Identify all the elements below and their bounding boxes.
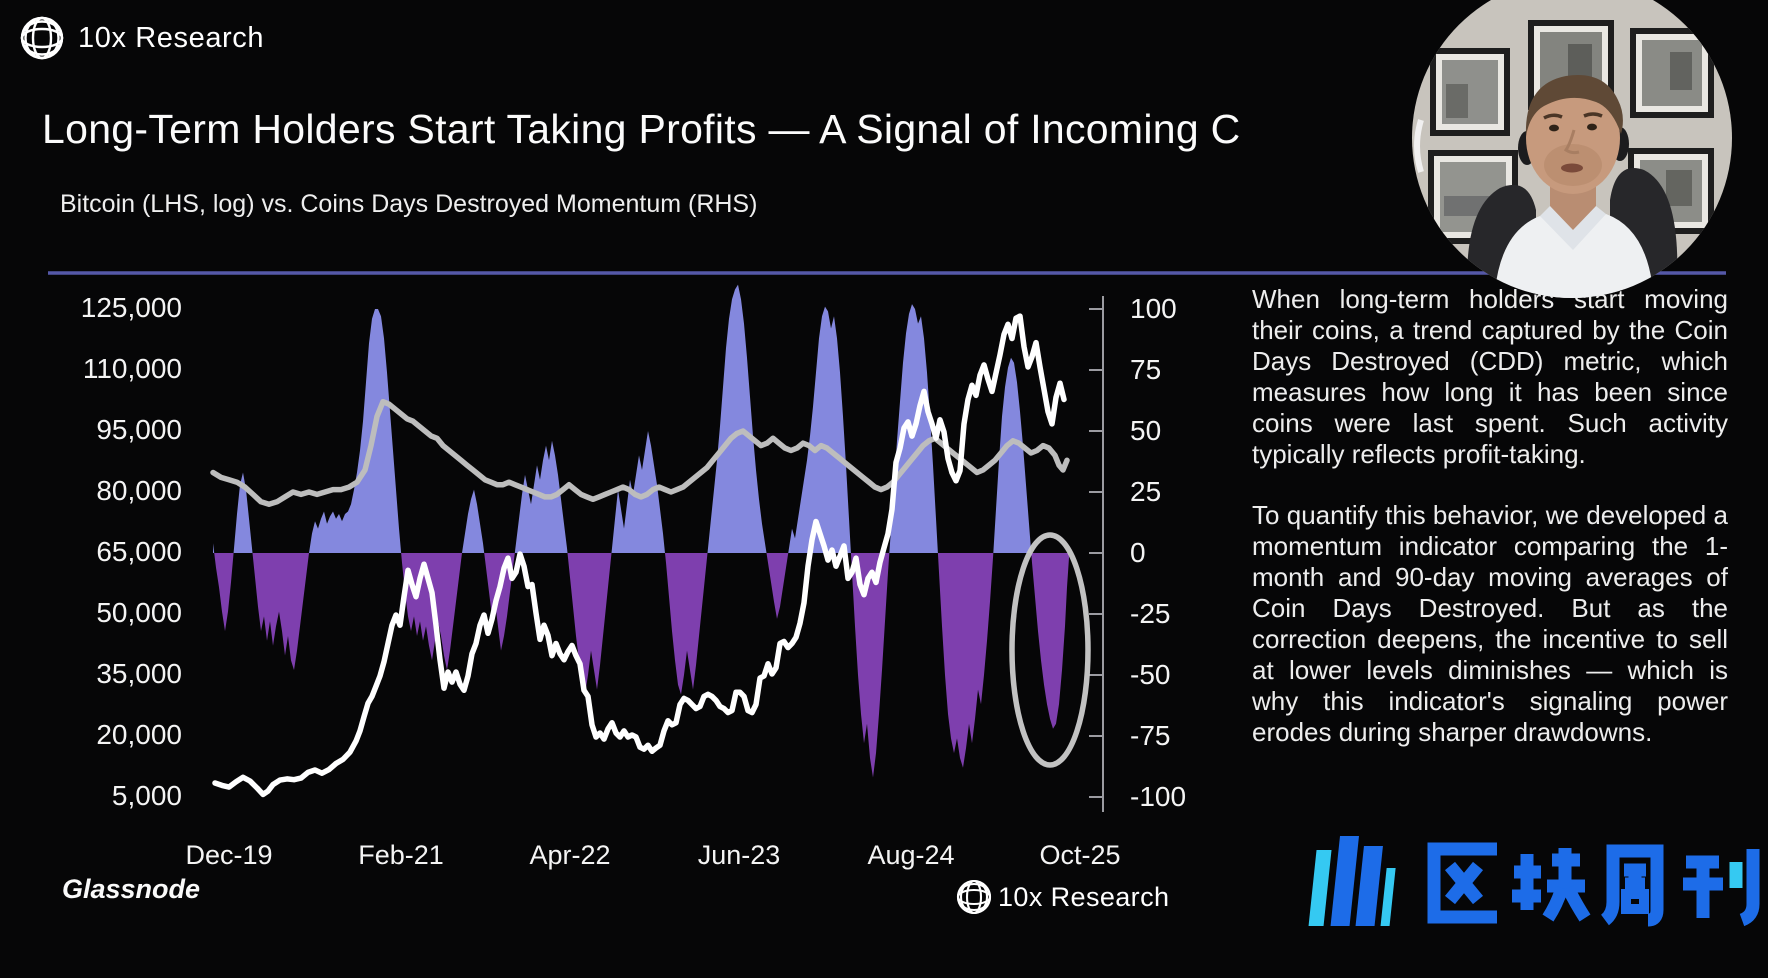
y-axis-left-tick: 110,000 bbox=[82, 353, 182, 384]
y-axis-left-tick: 35,000 bbox=[96, 658, 182, 689]
y-axis-left-tick: 20,000 bbox=[96, 719, 182, 750]
chart-subtitle: Bitcoin (LHS, log) vs. Coins Days Destro… bbox=[60, 190, 758, 218]
commentary-paragraph-1: When long-term holders start moving thei… bbox=[1252, 284, 1728, 469]
y-axis-left-tick: 95,000 bbox=[96, 414, 182, 445]
y-axis-right-tick: -25 bbox=[1130, 598, 1171, 629]
commentary-panel: When long-term holders start moving thei… bbox=[1252, 284, 1728, 778]
y-axis-right-tick: -75 bbox=[1130, 720, 1171, 751]
y-axis-right-tick: 75 bbox=[1130, 354, 1162, 385]
y-axis-left-tick: 65,000 bbox=[96, 536, 182, 567]
speaker-avatar bbox=[1494, 75, 1654, 298]
x-axis-tick: Feb-21 bbox=[358, 840, 444, 870]
y-axis-right-tick: 25 bbox=[1130, 476, 1162, 507]
brand-name: 10x Research bbox=[78, 22, 265, 54]
y-axis-right-tick: -100 bbox=[1130, 781, 1187, 812]
footer-globe-icon bbox=[956, 879, 992, 915]
webcam-overlay bbox=[1412, 0, 1732, 298]
x-axis-tick: Oct-25 bbox=[1039, 840, 1121, 870]
commentary-paragraph-2: To quantify this behavior, we developed … bbox=[1252, 500, 1728, 747]
x-axis-tick: Dec-19 bbox=[185, 840, 273, 870]
brand-globe-icon bbox=[20, 16, 64, 60]
cdd-momentum-chart bbox=[210, 284, 1104, 812]
y-axis-right-tick: 50 bbox=[1130, 415, 1162, 446]
y-axis-left-tick: 125,000 bbox=[80, 292, 182, 323]
y-axis-right-tick: -50 bbox=[1130, 659, 1171, 690]
footer-brand-name: 10x Research bbox=[998, 882, 1170, 912]
chair-highlight bbox=[1414, 119, 1424, 173]
slide-title: Long-Term Holders Start Taking Profits —… bbox=[42, 106, 1241, 152]
y-axis-left-tick: 80,000 bbox=[96, 475, 182, 506]
x-axis-tick: Jun-23 bbox=[697, 840, 781, 870]
y-axis-left-tick: 50,000 bbox=[96, 597, 182, 628]
y-axis-right-tick: 0 bbox=[1130, 537, 1146, 568]
y-axis-left-tick: 5,000 bbox=[111, 780, 182, 811]
x-axis-tick: Aug-24 bbox=[867, 840, 955, 870]
x-axis-tick: Apr-22 bbox=[529, 840, 611, 870]
watermark bbox=[1308, 836, 1760, 927]
y-axis-right-tick: 100 bbox=[1130, 293, 1177, 324]
source-label: Glassnode bbox=[62, 874, 201, 904]
